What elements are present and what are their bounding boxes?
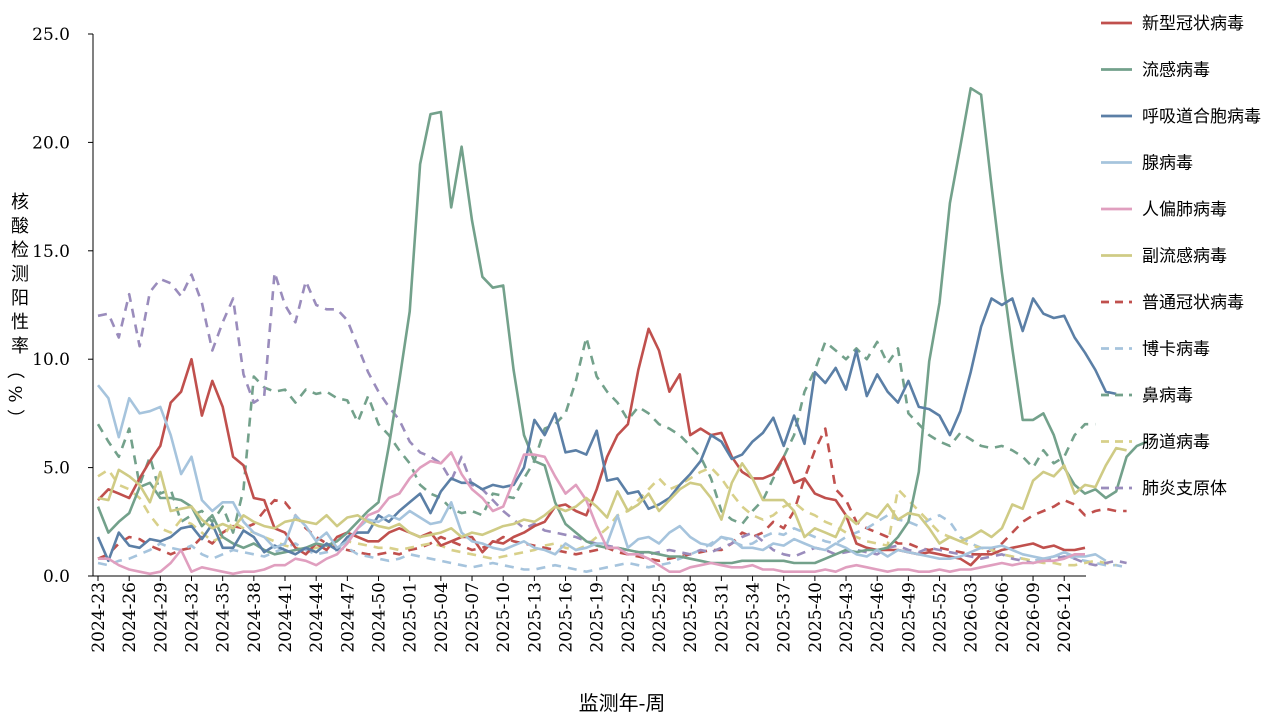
y-label-char: 酸 <box>11 216 29 237</box>
x-tick-label: 2025-22 <box>619 582 639 653</box>
legend-label: 腺病毒 <box>1142 154 1193 174</box>
x-tick-label: 2025-16 <box>557 582 577 653</box>
x-tick-label: 2024-26 <box>120 582 140 653</box>
x-tick-label: 2025-04 <box>432 582 452 653</box>
series-line-7 <box>97 427 1127 563</box>
y-label-char: 性 <box>11 312 29 333</box>
x-tick-label: 2025-37 <box>775 582 795 653</box>
legend-label: 人偏肺病毒 <box>1142 200 1227 220</box>
x-tick-label: 2026-12 <box>1055 582 1075 653</box>
series-lines <box>96 86 1148 576</box>
legend-label: 鼻病毒 <box>1142 386 1193 406</box>
x-tick-label: 2024-29 <box>151 582 171 653</box>
x-tick-label: 2024-23 <box>89 582 109 653</box>
y-label-char: 检 <box>11 240 29 261</box>
x-ticks: 2024-23 2024-26 2024-29 2024-32 2024-35 2024-… <box>89 576 1075 653</box>
x-tick-label: 2025-46 <box>868 582 888 653</box>
legend-label: 博卡病毒 <box>1142 340 1210 360</box>
series-line-4 <box>96 384 1107 562</box>
y-tick-label: 5.0 <box>43 459 70 479</box>
x-tick-label: 2024-32 <box>183 582 203 653</box>
x-tick-label: 2024-47 <box>338 582 358 653</box>
x-tick-label: 2025-28 <box>681 582 701 653</box>
y-tick-label: 0.0 <box>43 567 70 587</box>
x-tick-label: 2024-44 <box>307 582 327 653</box>
legend-label: 副流感病毒 <box>1142 247 1227 267</box>
legend-label: 普通冠状病毒 <box>1142 293 1244 313</box>
x-tick-label: 2025-49 <box>899 582 919 653</box>
series-line-5 <box>98 451 1085 576</box>
y-label-char: （ <box>4 361 25 379</box>
y-tick-label: 25.0 <box>32 25 70 45</box>
y-label-char: % <box>4 385 25 402</box>
x-axis-label: 监测年-周 <box>579 691 666 715</box>
y-tick-label: 20.0 <box>32 133 70 153</box>
x-tick-label: 2024-38 <box>245 582 265 653</box>
x-tick-label: 2025-34 <box>744 582 764 653</box>
y-label-char: 阳 <box>11 288 29 309</box>
x-tick-label: 2025-13 <box>525 582 545 653</box>
x-tick-label: 2025-10 <box>494 582 514 653</box>
y-tick-label: 10.0 <box>32 350 70 370</box>
legend-label: 呼吸道合胞病毒 <box>1142 107 1261 127</box>
x-tick-label: 2024-50 <box>370 582 390 653</box>
x-tick-label: 2026-09 <box>1024 582 1044 653</box>
series-line-6 <box>97 446 1127 545</box>
x-tick-label: 2024-35 <box>214 582 234 653</box>
y-label-char: 测 <box>11 264 29 285</box>
series-line-3 <box>96 297 1117 563</box>
x-tick-label: 2026-03 <box>962 582 982 653</box>
x-tick-label: 2025-07 <box>463 582 483 653</box>
y-label-char: ） <box>4 409 25 427</box>
legend: 新型冠状病毒流感病毒呼吸道合胞病毒腺病毒人偏肺病毒副流感病毒普通冠状病毒博卡病毒… <box>1101 14 1261 499</box>
legend-label: 流感病毒 <box>1142 61 1210 81</box>
x-tick-label: 2025-01 <box>401 582 421 653</box>
x-tick-label: 2025-19 <box>588 582 608 653</box>
series-line-10 <box>97 466 1117 567</box>
legend-label: 肺炎支原体 <box>1142 479 1227 499</box>
series-line-2 <box>96 86 1148 565</box>
legend-label: 新型冠状病毒 <box>1142 14 1244 34</box>
x-tick-label: 2024-41 <box>276 582 296 653</box>
y-tick-label: 15.0 <box>32 242 70 262</box>
y-label-char: 核 <box>11 192 29 213</box>
x-tick-label: 2025-40 <box>806 582 826 653</box>
x-tick-label: 2025-31 <box>712 582 732 653</box>
legend-label: 肠道病毒 <box>1142 433 1210 453</box>
x-tick-label: 2026-06 <box>993 582 1013 653</box>
y-ticks: 0.0 5.0 10.0 15.0 20.0 25.0 <box>32 25 93 587</box>
series-line-8 <box>97 513 1127 574</box>
y-label-char: 率 <box>11 336 29 357</box>
x-tick-label: 2025-52 <box>931 582 951 653</box>
x-tick-label: 2025-25 <box>650 582 670 653</box>
x-tick-label: 2025-43 <box>837 582 857 653</box>
